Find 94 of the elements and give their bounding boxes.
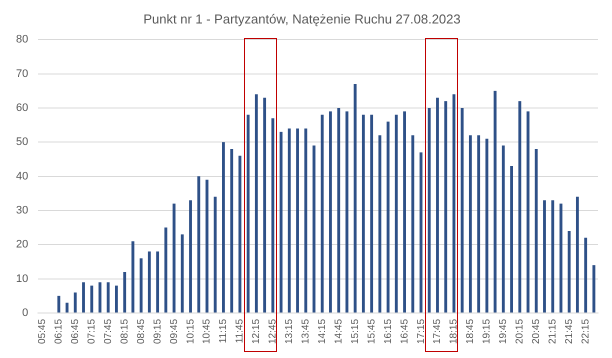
- bar: [494, 90, 497, 312]
- x-tick-label: 19:45: [498, 318, 510, 344]
- x-tick-label: 06:45: [70, 318, 82, 344]
- y-tick-label: 30: [16, 204, 28, 216]
- x-tick-label: 11:15: [218, 318, 230, 344]
- bar: [560, 204, 562, 312]
- bar: [386, 122, 390, 312]
- x-tick-label: 21:15: [547, 318, 558, 344]
- y-tick-label: 20: [16, 238, 28, 251]
- bar: [568, 230, 571, 312]
- bar: [246, 114, 250, 312]
- y-tick-label: 50: [16, 136, 28, 148]
- x-tick-label: 20:45: [531, 318, 542, 344]
- bar: [156, 251, 160, 312]
- x-tick-label: 17:45: [432, 318, 444, 344]
- bar: [468, 135, 472, 312]
- x-tick-label: 19:15: [482, 318, 493, 344]
- x-tick-label: 22:15: [580, 318, 592, 344]
- bar: [123, 272, 126, 312]
- bar: [114, 286, 118, 312]
- bar: [164, 228, 168, 312]
- bar: [502, 146, 505, 312]
- x-tick-label: 07:15: [86, 318, 98, 344]
- bar: [140, 258, 143, 312]
- x-tick-label: 21:45: [564, 318, 575, 344]
- x-tick-label: 20:15: [514, 318, 526, 344]
- bar: [543, 200, 546, 312]
- bar: [66, 302, 68, 312]
- bar: [576, 196, 579, 312]
- bar: [420, 152, 422, 312]
- x-tick-label: 10:45: [202, 318, 213, 344]
- x-tick-label: 14:15: [316, 318, 328, 344]
- bar: [526, 111, 530, 312]
- bar: [206, 180, 208, 312]
- bar: [592, 265, 596, 312]
- bar: [485, 138, 488, 312]
- y-tick-label: 60: [16, 102, 28, 114]
- y-tick-label: 10: [16, 272, 28, 285]
- bar: [148, 251, 151, 312]
- x-tick-label: 17:15: [416, 318, 427, 344]
- x-tick-label: 15:45: [366, 318, 378, 344]
- x-tick-label: 16:15: [382, 318, 394, 344]
- x-tick-label: 13:15: [284, 318, 296, 344]
- x-tick-label: 09:45: [168, 318, 180, 344]
- x-tick-label: 18:15: [448, 318, 460, 344]
- bar: [394, 114, 398, 312]
- bar: [131, 241, 134, 312]
- bar: [312, 146, 316, 312]
- bar: [280, 132, 283, 312]
- x-tick-label: 11:45: [234, 318, 246, 344]
- bar: [263, 98, 266, 312]
- x-tick-label: 15:15: [350, 318, 361, 344]
- bar: [477, 135, 480, 312]
- bar: [452, 94, 456, 312]
- x-tick-label: 12:45: [268, 318, 279, 344]
- bar: [271, 118, 274, 312]
- x-tick-label: 08:15: [119, 318, 130, 344]
- bar: [460, 108, 464, 312]
- x-tick-label: 16:45: [399, 318, 410, 344]
- x-tick-label: 10:15: [185, 318, 196, 344]
- x-tick-label: 08:45: [136, 318, 147, 344]
- x-tick-label: 13:45: [300, 318, 312, 344]
- x-tick-label: 06:15: [54, 318, 65, 344]
- x-tick-label: 05:45: [37, 318, 48, 344]
- x-tick-label: 14:45: [333, 318, 344, 344]
- bar: [296, 128, 299, 312]
- bar: [82, 282, 85, 312]
- bar: [254, 94, 258, 312]
- bar: [98, 282, 102, 312]
- bar: [362, 114, 365, 312]
- bar: [403, 111, 406, 312]
- bar: [230, 148, 234, 312]
- x-tick-label: 12:15: [251, 318, 262, 344]
- bar: [378, 135, 382, 312]
- bar: [510, 166, 514, 312]
- x-tick-label: 18:45: [465, 318, 476, 344]
- bar: [222, 142, 225, 312]
- bar: [436, 98, 439, 312]
- chart-title: Punkt nr 1 - Partyzantów, Natężenie Ruchu 27.08.2023: [143, 11, 461, 26]
- bar: [370, 114, 374, 312]
- x-tick-label: 09:15: [152, 318, 164, 344]
- bar: [345, 111, 348, 312]
- y-tick-label: 0: [22, 307, 28, 320]
- bar: [354, 84, 357, 312]
- y-tick-label: 80: [16, 34, 28, 46]
- bar: [57, 296, 60, 312]
- y-tick-label: 40: [16, 170, 28, 182]
- bar: [329, 111, 332, 312]
- bar: [172, 204, 176, 312]
- y-tick-label: 70: [16, 68, 28, 80]
- x-tick-label: 07:45: [102, 318, 114, 344]
- bar: [189, 200, 192, 312]
- bar: [238, 156, 242, 312]
- bar: [584, 238, 588, 312]
